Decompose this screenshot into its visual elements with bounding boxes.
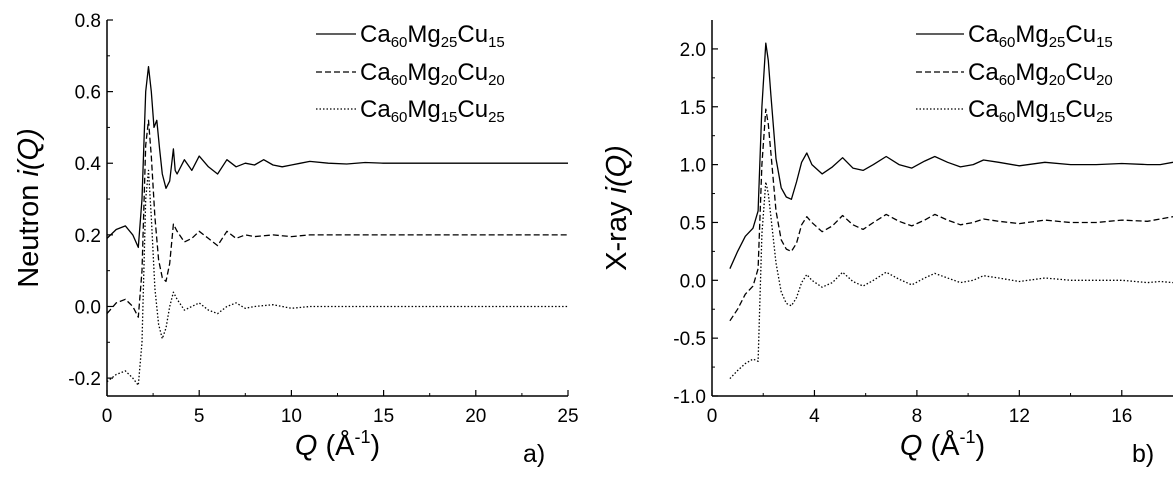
b-legend-label-3: Ca60Mg15Cu25 [968, 96, 1113, 126]
b-series-line-2 [729, 108, 1173, 322]
a-y-tick-label: 0.8 [75, 11, 101, 32]
b-x-tick-label: 4 [809, 406, 820, 427]
neutron-chart-panel: 0 5 10 15 20 25 -0.2 0.0 0.2 0.4 0.6 0.8 Q (Å-1) Neut… [0, 0, 585, 478]
a-legend-label-3: Ca60Mg15Cu25 [360, 96, 505, 126]
b-series-line-3 [729, 181, 1173, 380]
b-y-tick-label: -0.5 [673, 329, 706, 350]
a-y-tick-label: 0.4 [75, 154, 102, 175]
a-series-line-1 [106, 65, 568, 249]
a-legend-label-2: Ca60Mg20Cu20 [360, 59, 505, 89]
b-legend-label-1: Ca60Mg25Cu15 [968, 21, 1113, 51]
a-y-tick-label: 0.2 [75, 226, 101, 247]
a-x-tick-label: 15 [373, 406, 394, 427]
a-y-tick-label: 0.0 [75, 297, 101, 318]
b-y-axis-title: X-ray i(Q) [601, 145, 633, 271]
b-legend-label-2: Ca60Mg20Cu20 [968, 59, 1113, 89]
b-x-tick-label: 12 [1009, 406, 1030, 427]
a-series-line-2 [106, 119, 568, 318]
neutron-chart: 0 5 10 15 20 25 -0.2 0.0 0.2 0.4 0.6 0.8 Q (Å-1) Neut… [13, 11, 579, 468]
a-x-tick-label: 5 [194, 406, 205, 427]
b-y-tick-label: -1.0 [673, 387, 706, 408]
b-series-line-1 [729, 42, 1173, 269]
b-y-tick-label: 2.0 [680, 40, 706, 61]
b-y-tick-label: 0.5 [680, 213, 706, 234]
a-x-tick-label: 20 [465, 406, 486, 427]
a-x-tick-label: 25 [557, 406, 578, 427]
a-x-axis-title: Q (Å-1) [295, 427, 380, 462]
a-legend-label-1: Ca60Mg25Cu15 [360, 21, 505, 51]
a-y-axis-title: Neutron i(Q) [13, 128, 45, 288]
b-y-tick-label: 1.0 [680, 156, 706, 177]
a-panel-label: a) [523, 440, 545, 468]
xray-chart: 0 4 8 12 16 -1.0 -0.5 0.0 0.5 1.0 1.5 2.0 Q (Å-1) X-r… [601, 20, 1173, 468]
b-x-axis-title: Q (Å-1) [900, 427, 985, 462]
xray-chart-panel: 0 4 8 12 16 -1.0 -0.5 0.0 0.5 1.0 1.5 2.0 Q (Å-1) X-r… [588, 0, 1173, 478]
b-y-tick-label: 1.5 [680, 98, 706, 119]
b-x-tick-label: 0 [707, 406, 718, 427]
a-x-tick-label: 0 [102, 406, 113, 427]
b-y-tick-label: 0.0 [680, 271, 706, 292]
a-y-tick-label: 0.6 [75, 83, 101, 104]
b-panel-label: b) [1132, 440, 1154, 468]
a-y-tick-label: -0.2 [68, 369, 101, 390]
a-x-tick-label: 10 [281, 406, 302, 427]
a-series-line-3 [106, 169, 568, 386]
b-x-tick-label: 16 [1111, 406, 1132, 427]
b-x-tick-label: 8 [912, 406, 923, 427]
